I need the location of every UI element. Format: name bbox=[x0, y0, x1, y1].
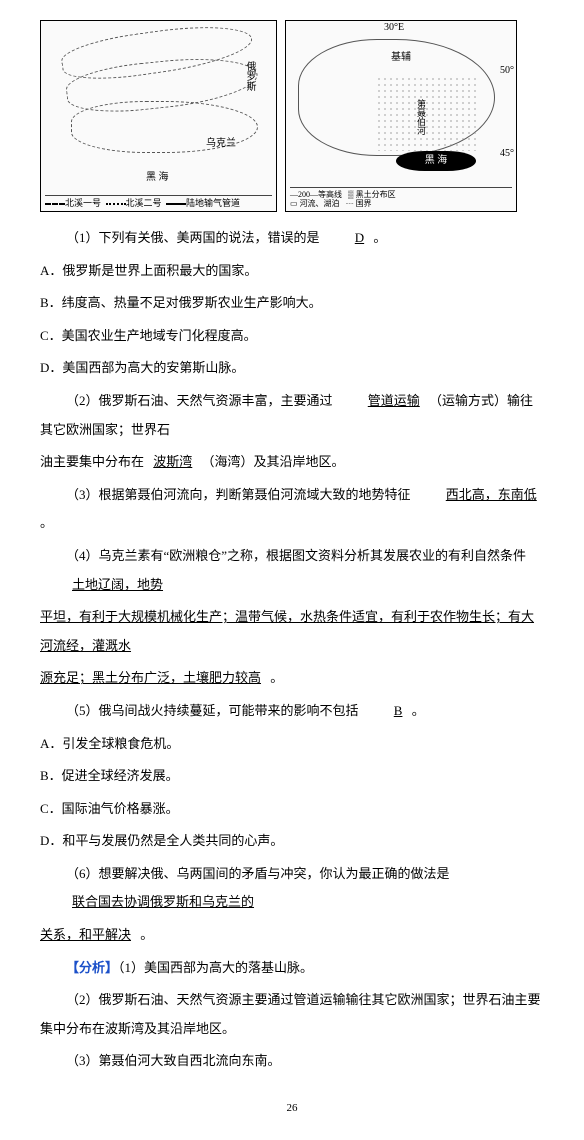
map-right: 30°E 50° 45° 基辅 第聂伯河 黑 海 —200—等高线 ▒ 黑土分布… bbox=[285, 20, 517, 212]
label-lat45: 45° bbox=[500, 149, 514, 159]
q1-opt-b: B．纬度高、热量不足对俄罗斯农业生产影响大。 bbox=[40, 289, 544, 318]
label-kyiv: 基辅 bbox=[391, 53, 411, 63]
q4-blank-l2: 平坦，有利于大规模机械化生产；温带气候，水热条件适宜，有利于农作物生长；有大河流… bbox=[40, 603, 544, 660]
label-lat50: 50° bbox=[500, 66, 514, 76]
q1-tail: 。 bbox=[373, 230, 386, 245]
label-russia: 俄罗斯 bbox=[244, 61, 254, 91]
q2-l2a: 油主要集中分布在 bbox=[40, 454, 144, 469]
q2-line2: 油主要集中分布在 波斯湾 （海湾）及其沿岸地区。 bbox=[40, 448, 544, 477]
label-lon: 30°E bbox=[384, 23, 404, 33]
q5-tail: 。 bbox=[412, 703, 425, 718]
legend-beixi2: 北溪二号 bbox=[126, 198, 162, 208]
q3-text: （3）根据第聂伯河流向，判断第聂伯河流域大致的地势特征 bbox=[66, 487, 411, 502]
q4-line1: （4）乌克兰素有“欧洲粮仓”之称，根据图文资料分析其发展农业的有利自然条件 土地… bbox=[40, 542, 544, 599]
legend-beixi1: 北溪一号 bbox=[65, 198, 101, 208]
analysis-label: 【分析】 bbox=[66, 960, 118, 975]
q2-blank1: 管道运输 bbox=[336, 387, 426, 416]
q5-opt-d: D．和平与发展仍然是全人类共同的心声。 bbox=[40, 827, 544, 856]
q2-l2b: （海湾）及其沿岸地区。 bbox=[202, 454, 345, 469]
q5-answer: B bbox=[362, 697, 409, 726]
page-number: 26 bbox=[40, 1096, 544, 1120]
q4-tail: 。 bbox=[270, 670, 283, 685]
q2-l1a: （2）俄罗斯石油、天然气资源丰富，主要通过 bbox=[66, 393, 333, 408]
analysis-p1: 【分析】（1）美国西部为高大的落基山脉。 bbox=[40, 954, 544, 983]
q1-opt-a: A．俄罗斯是世界上面积最大的国家。 bbox=[40, 257, 544, 286]
q6-blank-l2: 关系，和平解决 bbox=[40, 921, 137, 950]
q5-opt-a: A．引发全球粮食危机。 bbox=[40, 730, 544, 759]
q6-blank-l1: 联合国去协调俄罗斯和乌克兰的 bbox=[40, 888, 260, 917]
q6-tail: 。 bbox=[140, 927, 153, 942]
q4-blank-l1: 土地辽阔，地势 bbox=[40, 571, 169, 600]
label-blacksea-right: 黑 海 bbox=[396, 151, 476, 171]
q4-l1a: （4）乌克兰素有“欧洲粮仓”之称，根据图文资料分析其发展农业的有利自然条件 bbox=[66, 548, 526, 563]
label-dnieper: 第聂伯河 bbox=[416, 99, 425, 135]
q1-stem: （1）下列有关俄、美两国的说法，错误的是 D 。 bbox=[40, 224, 544, 253]
label-blacksea-left: 黑 海 bbox=[146, 173, 169, 183]
legend-riverlake: 河流、湖泊 bbox=[300, 199, 340, 208]
analysis-p1-text: （1）美国西部为高大的落基山脉。 bbox=[118, 960, 313, 975]
map-left: 俄罗斯 乌克兰 黑 海 北溪一号 北溪二号 陆地输气管道 bbox=[40, 20, 277, 212]
q5-opt-b: B．促进全球经济发展。 bbox=[40, 762, 544, 791]
label-ukraine: 乌克兰 bbox=[206, 139, 236, 149]
legend-left: 北溪一号 北溪二号 陆地输气管道 bbox=[45, 195, 272, 209]
q6-line2: 关系，和平解决 。 bbox=[40, 921, 544, 950]
q1-opt-c: C．美国农业生产地域专门化程度高。 bbox=[40, 322, 544, 351]
legend-pipeline: 陆地输气管道 bbox=[186, 198, 240, 208]
legend-right: —200—等高线 ▒ 黑土分布区 ▭ 河流、湖泊 ┄ 国界 bbox=[290, 187, 512, 209]
legend-contour: —200—等高线 bbox=[290, 190, 342, 199]
figure-area: 俄罗斯 乌克兰 黑 海 北溪一号 北溪二号 陆地输气管道 30°E 50° 45… bbox=[40, 20, 544, 212]
q2-blank2: 波斯湾 bbox=[147, 448, 198, 477]
q3-blank: 西北高，东南低 bbox=[414, 481, 543, 510]
q5-opt-c: C．国际油气价格暴涨。 bbox=[40, 795, 544, 824]
legend-border: 国界 bbox=[356, 199, 372, 208]
q5-stem: （5）俄乌间战火持续蔓延，可能带来的影响不包括 B 。 bbox=[40, 697, 544, 726]
q4-line2: 平坦，有利于大规模机械化生产；温带气候，水热条件适宜，有利于农作物生长；有大河流… bbox=[40, 603, 544, 660]
q3: （3）根据第聂伯河流向，判断第聂伯河流域大致的地势特征 西北高，东南低 。 bbox=[40, 481, 544, 538]
q4-blank-l3: 源充足；黑土分布广泛，土壤肥力较高 bbox=[40, 664, 267, 693]
q5-stem-text: （5）俄乌间战火持续蔓延，可能带来的影响不包括 bbox=[66, 703, 359, 718]
legend-blacksoil: 黑土分布区 bbox=[356, 190, 396, 199]
q3-tail: 。 bbox=[40, 515, 53, 530]
q6-text: （6）想要解决俄、乌两国间的矛盾与冲突，你认为最正确的做法是 bbox=[66, 866, 450, 881]
analysis-p3: （3）第聂伯河大致自西北流向东南。 bbox=[40, 1047, 544, 1076]
q2-line1: （2）俄罗斯石油、天然气资源丰富，主要通过 管道运输 （运输方式）输往其它欧洲国… bbox=[40, 387, 544, 444]
q6-line1: （6）想要解决俄、乌两国间的矛盾与冲突，你认为最正确的做法是 联合国去协调俄罗斯… bbox=[40, 860, 544, 917]
q1-answer: D bbox=[323, 224, 370, 253]
q1-stem-text: （1）下列有关俄、美两国的说法，错误的是 bbox=[66, 230, 320, 245]
analysis-p2: （2）俄罗斯石油、天然气资源主要通过管道运输输往其它欧洲国家；世界石油主要集中分… bbox=[40, 986, 544, 1043]
q1-opt-d: D．美国西部为高大的安第斯山脉。 bbox=[40, 354, 544, 383]
q4-line3: 源充足；黑土分布广泛，土壤肥力较高 。 bbox=[40, 664, 544, 693]
